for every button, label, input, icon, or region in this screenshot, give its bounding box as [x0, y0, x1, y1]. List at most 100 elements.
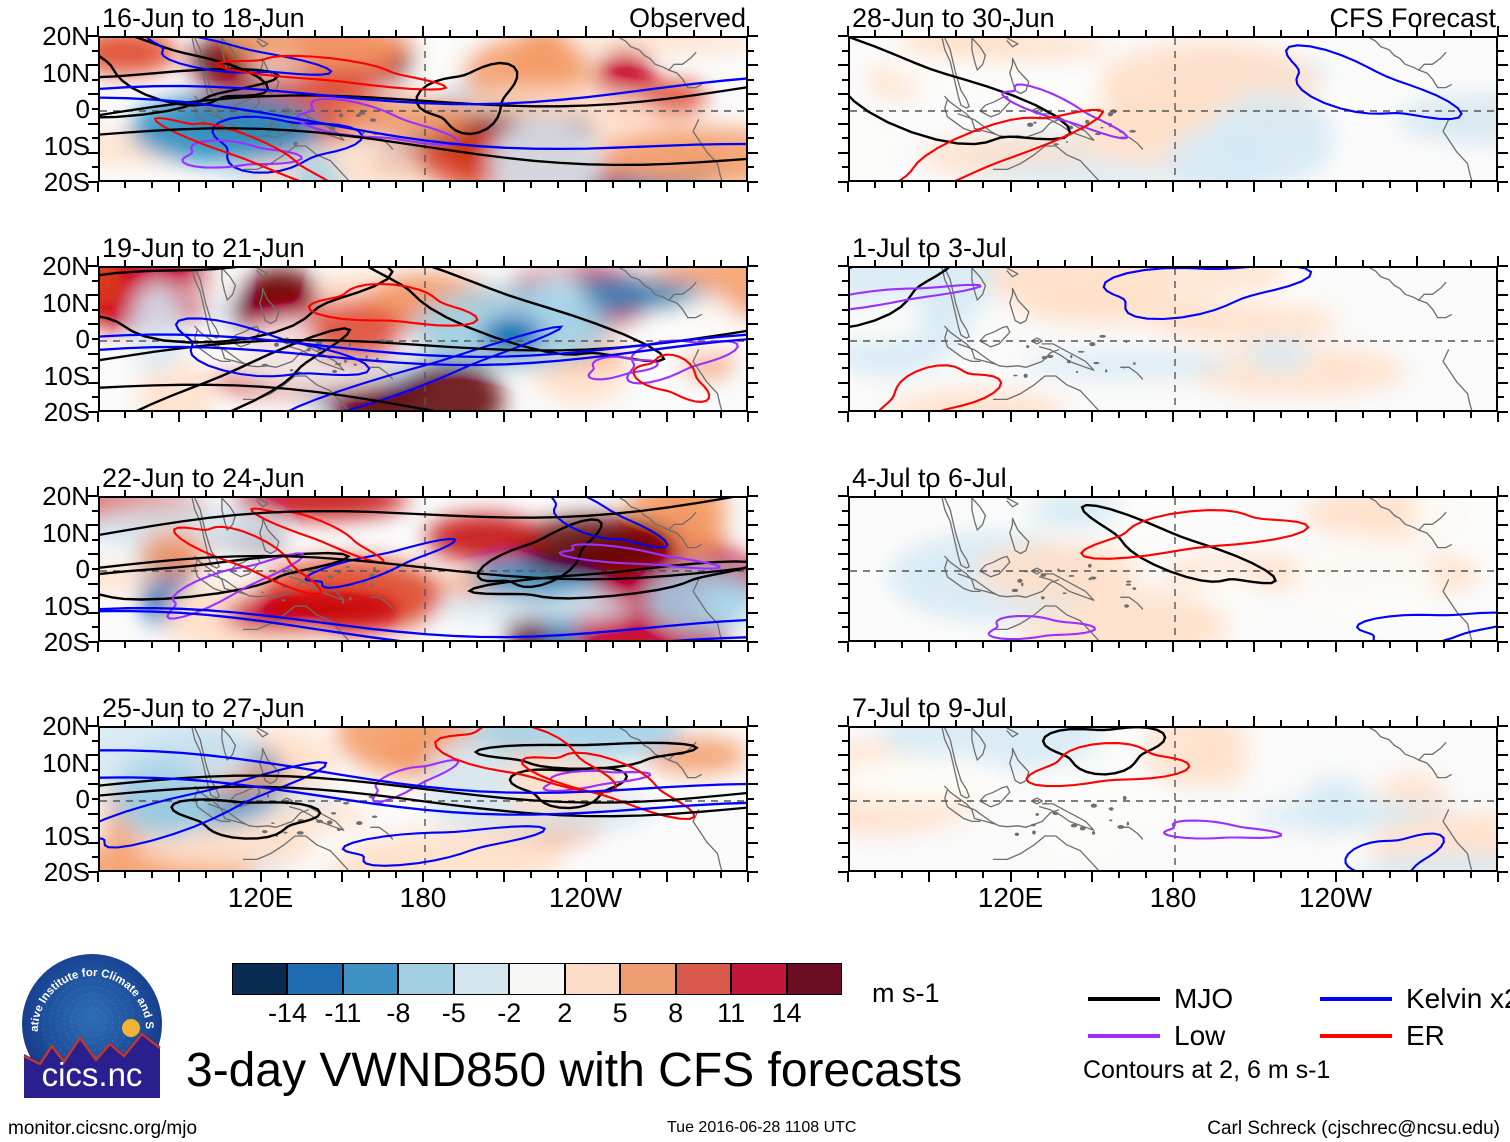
- axis-tick: [1063, 490, 1066, 496]
- axis-tick: [1497, 486, 1499, 496]
- axis-tick: [692, 182, 695, 188]
- axis-tick: [151, 642, 154, 648]
- axis-tick: [530, 260, 533, 266]
- axis-tick: [205, 182, 208, 188]
- panel-title: 16-Jun to 18-Jun: [102, 3, 305, 33]
- axis-tick: [232, 720, 235, 726]
- axis-tick: [847, 872, 849, 882]
- axis-tick: [1117, 412, 1120, 418]
- axis-tick: [747, 182, 749, 192]
- axis-tick: [1036, 30, 1039, 36]
- axis-tick: [1498, 871, 1508, 873]
- axis-tick: [748, 626, 754, 629]
- axis-tick: [232, 412, 235, 418]
- axis-tick: [1009, 412, 1012, 422]
- axis-tick: [88, 812, 98, 815]
- axis-tick: [92, 279, 98, 282]
- axis-tick: [340, 256, 343, 266]
- axis-tick: [748, 338, 754, 340]
- y-axis-label: 10N: [42, 57, 90, 88]
- axis-tick: [842, 827, 848, 830]
- axis-tick: [232, 30, 235, 36]
- axis-tick: [842, 49, 848, 52]
- axis-tick: [1307, 182, 1310, 188]
- axis-tick: [838, 725, 848, 727]
- axis-tick: [1388, 872, 1391, 878]
- axis-tick: [92, 49, 98, 52]
- map-plot-area: [98, 36, 748, 182]
- axis-tick: [476, 872, 479, 878]
- axis-tick: [88, 611, 98, 614]
- axis-tick: [1172, 486, 1174, 496]
- axis-tick: [1063, 872, 1066, 878]
- axis-tick: [97, 412, 99, 422]
- axis-tick: [1334, 26, 1337, 36]
- axis-tick: [838, 641, 848, 643]
- axis-tick: [665, 716, 668, 726]
- axis-tick: [503, 872, 506, 882]
- axis-tick: [838, 812, 848, 815]
- axis-tick: [394, 260, 397, 266]
- y-axis-label: 20S: [43, 167, 90, 197]
- axis-tick: [367, 720, 370, 726]
- axis-tick: [748, 538, 754, 541]
- axis-tick: [232, 642, 235, 648]
- x-axis-label: 120W: [1298, 882, 1373, 913]
- axis-tick: [1009, 486, 1012, 496]
- axis-tick: [982, 412, 985, 418]
- axis-tick: [584, 716, 587, 726]
- axis-tick: [449, 30, 452, 36]
- axis-tick: [692, 412, 695, 418]
- axis-tick: [1009, 26, 1012, 36]
- axis-tick: [205, 412, 208, 418]
- axis-tick: [838, 524, 848, 527]
- legend-line-swatch: [1320, 997, 1392, 1001]
- axis-tick: [982, 720, 985, 726]
- axis-tick: [259, 182, 262, 192]
- axis-tick: [838, 553, 848, 556]
- axis-tick: [367, 872, 370, 878]
- colorbar-swatch: [342, 963, 399, 995]
- y-axis-label: 0: [75, 324, 90, 354]
- axis-tick: [124, 412, 127, 418]
- axis-tick: [748, 151, 758, 154]
- axis-tick: [557, 720, 560, 726]
- footer-url[interactable]: monitor.cicsnc.org/mjo: [8, 1118, 198, 1139]
- axis-tick: [88, 35, 98, 37]
- colorbar-tick-label: 11: [717, 998, 746, 1028]
- axis-tick: [1498, 739, 1504, 742]
- axis-tick: [982, 30, 985, 36]
- axis-tick: [97, 26, 99, 36]
- axis-tick: [1361, 182, 1364, 188]
- axis-tick: [1498, 151, 1508, 154]
- colorbar-tick-label: -2: [497, 998, 522, 1028]
- axis-tick: [503, 642, 506, 652]
- axis-tick: [847, 26, 849, 36]
- axis-tick: [1090, 256, 1093, 266]
- axis-tick: [205, 872, 208, 878]
- axis-tick: [842, 739, 848, 742]
- axis-tick: [1415, 486, 1418, 496]
- axis-tick: [838, 352, 848, 355]
- y-axis-label: 20S: [43, 627, 90, 657]
- x-axis-label: 180: [1149, 882, 1197, 913]
- footer-author[interactable]: Carl Schreck (cjschrec@ncsu.edu): [1207, 1118, 1500, 1139]
- axis-tick: [611, 720, 614, 726]
- axis-tick: [1253, 412, 1256, 422]
- legend-line-swatch: [1320, 1034, 1392, 1038]
- axis-tick: [178, 872, 181, 882]
- axis-tick: [1361, 490, 1364, 496]
- axis-tick: [901, 30, 904, 36]
- axis-tick: [838, 411, 848, 413]
- colorbar-units: m s-1: [872, 978, 940, 1008]
- axis-tick: [557, 872, 560, 878]
- axis-tick: [367, 490, 370, 496]
- axis-tick: [88, 841, 98, 844]
- axis-tick: [838, 495, 848, 497]
- axis-tick: [1226, 872, 1229, 878]
- axis-tick: [92, 568, 98, 570]
- axis-tick: [748, 181, 758, 183]
- axis-tick: [1442, 720, 1445, 726]
- axis-tick: [286, 30, 289, 36]
- axis-tick: [842, 108, 848, 110]
